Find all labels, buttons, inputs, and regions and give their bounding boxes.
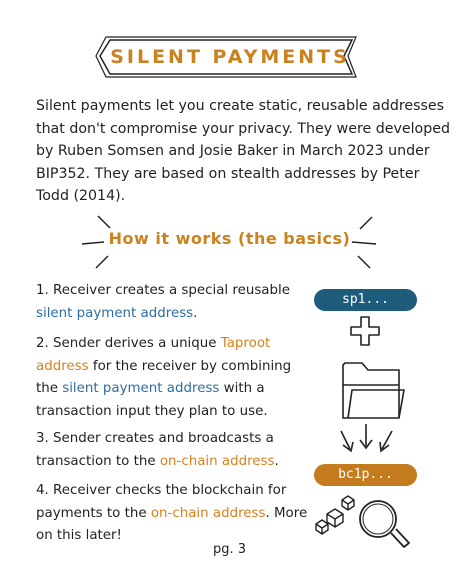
step-3: 3. Sender creates and broadcasts a trans…: [36, 428, 314, 473]
onchain-address-pill: bc1p...: [314, 464, 417, 486]
highlight-term: silent payment address: [62, 381, 220, 396]
highlight-term: on-chain address: [159, 453, 275, 469]
highlight-term: Taproot address: [36, 336, 271, 374]
step-text: 3. Sender creates and broadcasts a trans…: [36, 431, 274, 469]
step-text: 4. Receiver checks the blockchain for pa…: [36, 483, 287, 521]
step-1: 1. Receiver creates a special reusable s…: [36, 280, 314, 325]
section-heading: How it works (the basics): [108, 229, 351, 248]
step-text: . More on this later!: [36, 505, 308, 544]
highlight-term: on-chain address: [150, 505, 266, 521]
step-2: 2. Sender derives a unique Taproot addre…: [36, 333, 314, 423]
highlight-term: silent payment address: [36, 305, 194, 321]
page-title: SILENT PAYMENTS: [110, 46, 350, 68]
step-text: for the receiver by combining the: [36, 358, 292, 397]
blocks-icon: [315, 495, 355, 535]
arrows-down-icon: [340, 424, 393, 453]
magnifier-icon: [359, 500, 410, 548]
step-text: .: [274, 453, 279, 469]
silent-address-pill: sp1...: [314, 289, 417, 311]
folder-icon: [342, 362, 405, 419]
plus-icon: [350, 316, 380, 346]
step-4: 4. Receiver checks the blockchain for pa…: [36, 480, 314, 548]
step-text: 1. Receiver creates a special reusable: [36, 283, 290, 298]
step-text: with a transaction input they plan to us…: [36, 381, 268, 419]
page-number: pg. 3: [212, 542, 247, 557]
step-text: 2. Sender derives a unique: [36, 336, 221, 351]
intro-paragraph: Silent payments let you create static, r…: [36, 98, 450, 204]
step-text: .: [193, 305, 198, 321]
